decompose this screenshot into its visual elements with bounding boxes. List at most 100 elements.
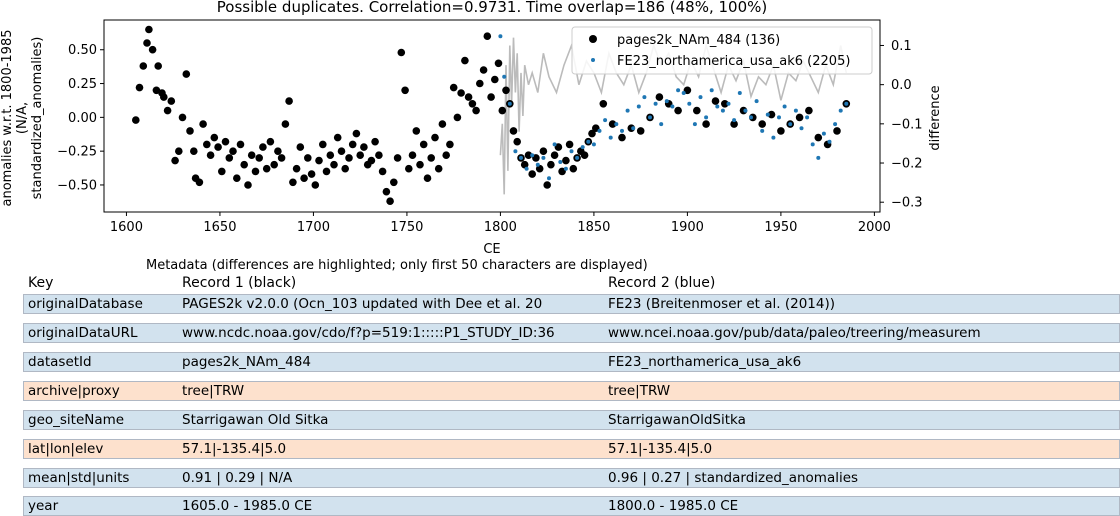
- record2-point: [586, 139, 591, 144]
- record1-point: [758, 120, 766, 128]
- record1-point: [236, 140, 245, 149]
- record1-point: [244, 181, 252, 189]
- record1-point: [588, 129, 596, 138]
- record1-point: [348, 140, 357, 149]
- record1-point: [225, 154, 234, 162]
- record1-point: [491, 75, 499, 84]
- record1-point: [240, 160, 248, 169]
- record1-point: [330, 160, 338, 169]
- x-tick-label: 2000: [858, 220, 891, 235]
- record1-point: [528, 170, 536, 178]
- x-tick-label: 1700: [297, 220, 330, 235]
- row-key: geo_siteName: [28, 412, 125, 428]
- record1-point: [434, 164, 443, 173]
- record2-point: [833, 122, 838, 127]
- row-key: year: [28, 498, 59, 514]
- record1-point: [251, 167, 260, 176]
- record1-point: [195, 178, 204, 187]
- record1-point: [509, 127, 518, 135]
- record2-point: [580, 145, 585, 150]
- record1-point: [171, 156, 179, 165]
- record2-point: [838, 108, 843, 113]
- record2-point: [642, 95, 647, 100]
- record2-point: [754, 99, 759, 104]
- record1-point: [203, 140, 211, 149]
- record1-point: [401, 86, 409, 95]
- record1-point: [711, 97, 720, 105]
- y-axis-label-line: standardized_anomalies): [30, 37, 45, 200]
- record1-point: [178, 113, 187, 122]
- record2-point: [603, 118, 608, 123]
- record2-point: [648, 115, 652, 120]
- record1-point: [608, 120, 617, 128]
- legend: pages2k_NAm_484 (136) FE23_northamerica_u…: [571, 26, 873, 75]
- record1-point: [442, 151, 451, 159]
- y2-tick-label: −0.2: [891, 157, 923, 172]
- record2-point: [659, 122, 664, 127]
- record1-point: [405, 164, 413, 173]
- x-axis-label: CE: [483, 242, 500, 257]
- y2-tick-label: −0.1: [891, 117, 923, 132]
- record2-point: [597, 128, 602, 133]
- record2-point: [743, 108, 748, 113]
- record2-point: [844, 101, 849, 106]
- record1-point: [453, 113, 462, 122]
- y2-tick-label: −0.3: [891, 196, 923, 211]
- y-tick-label: 0.25: [68, 77, 97, 92]
- record1-point: [814, 133, 823, 142]
- x-tick-label: 1950: [764, 220, 797, 235]
- record1-point: [229, 147, 237, 155]
- record1-point: [319, 140, 327, 149]
- record2-point: [608, 135, 613, 140]
- record1-point: [412, 127, 421, 135]
- record1-point: [438, 120, 447, 128]
- record2-point: [692, 122, 697, 127]
- row-record1: tree|TRW: [182, 383, 245, 399]
- record1-point: [322, 167, 331, 176]
- record1-point: [562, 156, 570, 165]
- metadata-row: geo_siteName Starrigawan Old Sitka Starr…: [23, 410, 1120, 430]
- record1-point: [266, 137, 275, 146]
- record1-point: [550, 151, 559, 159]
- record1-point: [281, 120, 290, 128]
- record2-point: [569, 149, 574, 154]
- record2-point: [653, 101, 658, 106]
- record2-point: [676, 88, 681, 93]
- record1-point: [360, 143, 368, 151]
- record1-point: [182, 70, 191, 78]
- record1-point: [311, 181, 320, 189]
- record1-point: [154, 62, 162, 70]
- record1-point: [408, 151, 417, 159]
- x-tick-label: 1800: [484, 220, 517, 235]
- y-axis-label: anomalies w.r.t. 1800-1985 (N/A, standardi…: [0, 30, 45, 207]
- y-tick-label: −0.50: [57, 178, 97, 193]
- record1-point: [218, 167, 226, 176]
- record1-point: [259, 143, 267, 151]
- record1-point: [472, 106, 480, 115]
- record1-point: [139, 62, 148, 70]
- record1-point: [163, 106, 172, 115]
- record1-point: [247, 151, 256, 159]
- record1-point: [199, 120, 207, 128]
- record1-point: [206, 151, 215, 159]
- record1-point: [524, 151, 533, 159]
- axes: 1600 1650 1700 1750 1800 1850 1900 1950 2000 −0.5…: [57, 19, 923, 235]
- y-axis-label-line: (N/A,: [15, 102, 30, 134]
- record1-point: [721, 100, 729, 108]
- record1-point: [296, 143, 305, 151]
- record2-point: [749, 115, 753, 120]
- record2-point: [788, 122, 793, 127]
- header-key: Key: [28, 275, 54, 291]
- record1-point: [315, 156, 323, 165]
- header-record2: Record 2 (blue): [608, 275, 716, 291]
- metadata-row: lat|lon|elev 57.1|-135.4|5.0 57.1|-135.4…: [23, 439, 1120, 459]
- record1-point: [569, 164, 578, 173]
- record1-point: [356, 151, 365, 159]
- record1-point: [393, 154, 402, 162]
- y-tick-label: 0.50: [68, 43, 97, 58]
- record2-point: [715, 104, 720, 109]
- record2-point: [765, 112, 770, 117]
- record1-point: [390, 178, 398, 187]
- record1-point: [289, 178, 297, 187]
- y2-tick-label: 0.1: [891, 39, 912, 54]
